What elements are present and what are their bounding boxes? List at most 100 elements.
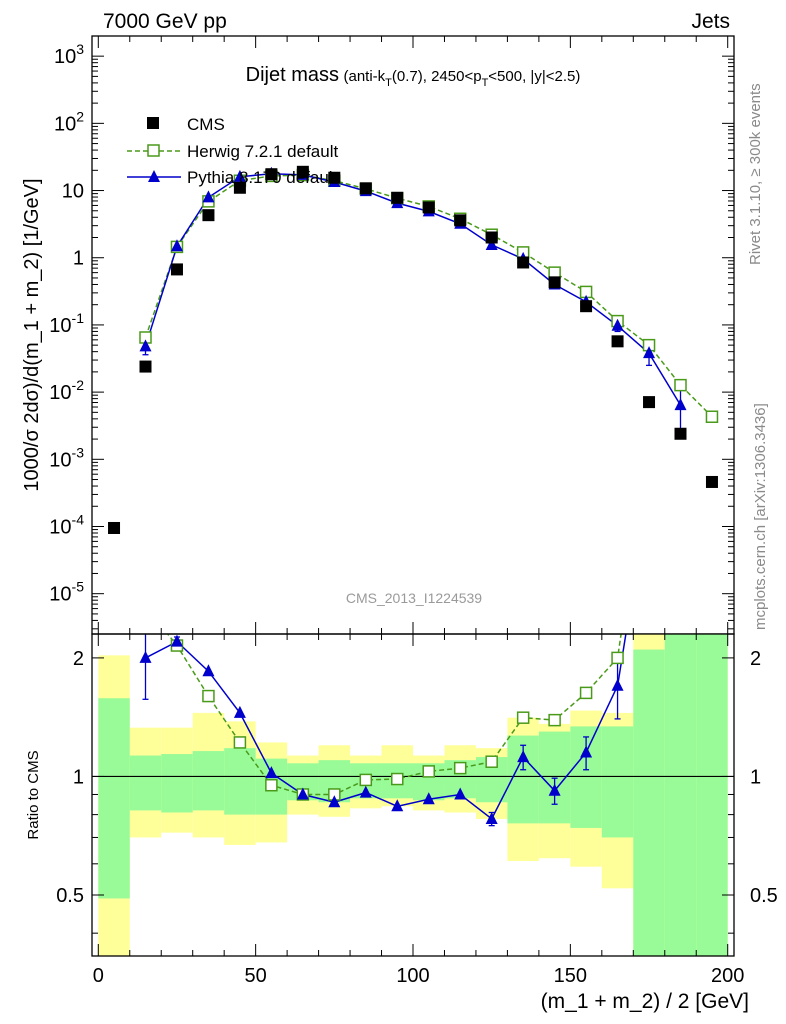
ratio-band-green — [129, 755, 162, 811]
pythia-ratio-point — [328, 795, 341, 808]
herwig-ratio-point — [644, 438, 655, 449]
herwig-point — [674, 378, 687, 392]
y-tick-label: 10-3 — [49, 444, 84, 471]
rivet-label: Rivet 3.1.10, ≥ 300k events — [747, 83, 764, 265]
legend-pythia-marker — [148, 170, 160, 182]
pythia-ratio-point — [485, 811, 498, 824]
y-tick-label: 10-4 — [49, 511, 84, 538]
pythia-ratio-point — [548, 783, 561, 796]
pythia-ratio-point — [296, 787, 309, 800]
cms-point — [328, 171, 341, 184]
pythia-point — [643, 346, 656, 359]
y-tick-base: 10 — [49, 382, 71, 404]
header-left: 7000 GeV pp — [103, 10, 227, 33]
ratio-band-green — [224, 748, 256, 815]
legend-herwig-label: Herwig 7.2.1 default — [187, 142, 338, 161]
legend-item-herwig: Herwig 7.2.1 default — [127, 142, 338, 161]
herwig-ratio-point — [202, 689, 215, 703]
pythia-ratio-point — [580, 745, 593, 758]
y-tick-label: 102 — [54, 108, 84, 135]
ratio-band-green — [664, 634, 697, 956]
x-tick-label: 150 — [554, 965, 587, 987]
ratio-band-green — [633, 649, 665, 956]
y-tick-label: 10 — [62, 181, 84, 203]
herwig-ratio-point — [579, 686, 593, 700]
pythia-point — [233, 169, 246, 182]
pythia-ratio-point — [454, 787, 467, 800]
cms-point — [422, 201, 435, 214]
x-tick-label: 200 — [711, 965, 744, 987]
herwig-ratio-point — [485, 755, 498, 768]
pythia-ratio-line — [145, 634, 627, 821]
pythia-ratio-point — [233, 705, 246, 718]
herwig-ratio-point — [359, 773, 373, 787]
herwig-ratio-point — [453, 761, 467, 775]
ratio-y-tick-label-right: 0.5 — [750, 885, 778, 907]
herwig-ratio-point — [233, 736, 247, 749]
y-tick-base: 10 — [49, 516, 71, 538]
pythia-ratio-point — [265, 766, 278, 779]
y-tick-base: 10 — [54, 46, 76, 68]
cms-point — [580, 300, 593, 313]
ratio-y-tick-label-right: 2 — [750, 648, 761, 670]
y-tick-base: 10 — [49, 449, 71, 471]
ratio-y-tick-label: 2 — [73, 648, 84, 670]
ratio-y-tick-label-right: 1 — [750, 766, 761, 788]
cms-point — [454, 214, 467, 227]
cms-point — [391, 191, 404, 204]
cms-point — [108, 521, 121, 534]
herwig-point — [705, 410, 719, 423]
pythia-point — [674, 398, 687, 411]
y-tick-exponent: 3 — [76, 41, 84, 57]
cms-point — [548, 276, 561, 289]
legend-item-pythia: Pythia 8.170 default — [127, 168, 338, 187]
herwig-ratio-point — [611, 651, 624, 665]
cms-point — [705, 475, 718, 488]
y-tick-label: 103 — [54, 41, 84, 68]
ratio-band-green — [192, 751, 225, 811]
ratio-axes: 0 50 100 150 200 0.5 0.5 1 1 2 2 — [56, 633, 778, 987]
pythia-point — [611, 318, 624, 331]
cms-point — [202, 209, 215, 222]
pythia-ratio-point — [675, 601, 687, 613]
y-tick-base: 10 — [54, 113, 76, 135]
pythia-ratio-point — [391, 799, 404, 812]
pythia-ratio-point — [422, 792, 435, 805]
cms-point — [485, 231, 498, 244]
x-tick-label: 50 — [245, 965, 267, 987]
cms-point — [139, 360, 152, 373]
ratio-y-tick-label: 1 — [73, 766, 84, 788]
y-tick-label: 10-2 — [49, 377, 84, 404]
ratio-band-green — [98, 698, 130, 899]
cms-point — [233, 181, 246, 194]
pythia-ratio-point — [139, 650, 152, 663]
y-tick-label: 1 — [73, 248, 84, 270]
pythia-ratio-point — [359, 785, 372, 798]
x-axis-label: (m_1 + m_2) / 2 [GeV] — [541, 990, 749, 1013]
y-tick-exponent: -2 — [72, 377, 85, 393]
ratio-panel: 0 50 100 150 200 0.5 0.5 1 1 2 2 Ratio to CMS (m_1… — [25, 438, 778, 1013]
legend-pythia-label: Pythia 8.170 default — [187, 168, 338, 187]
watermark: CMS_2013_I1224539 — [346, 590, 482, 606]
herwig-ratio-point — [265, 778, 278, 792]
ratio-band-green — [696, 634, 728, 956]
header-right: Jets — [691, 10, 730, 33]
y-tick-exponent: -1 — [72, 310, 85, 326]
y-tick-label: 10-5 — [49, 579, 84, 606]
herwig-ratio-point — [548, 713, 561, 727]
pythia-ratio-point — [643, 483, 655, 495]
legend-cms-marker — [147, 117, 159, 129]
cms-point — [359, 182, 372, 195]
y-tick-exponent: -5 — [72, 579, 85, 595]
legend-cms-label: CMS — [187, 115, 225, 134]
legend-herwig-marker — [147, 144, 160, 157]
herwig-ratio-point — [140, 601, 151, 612]
main-y-axis-label: 1000/σ 2dσ)/d(m_1 + m_2) [1/GeV] — [21, 178, 43, 491]
herwig-ratio-point — [675, 486, 686, 497]
ratio-plot-content — [92, 438, 734, 956]
pythia-ratio-point — [611, 678, 624, 691]
y-tick-base: 10 — [49, 315, 71, 337]
